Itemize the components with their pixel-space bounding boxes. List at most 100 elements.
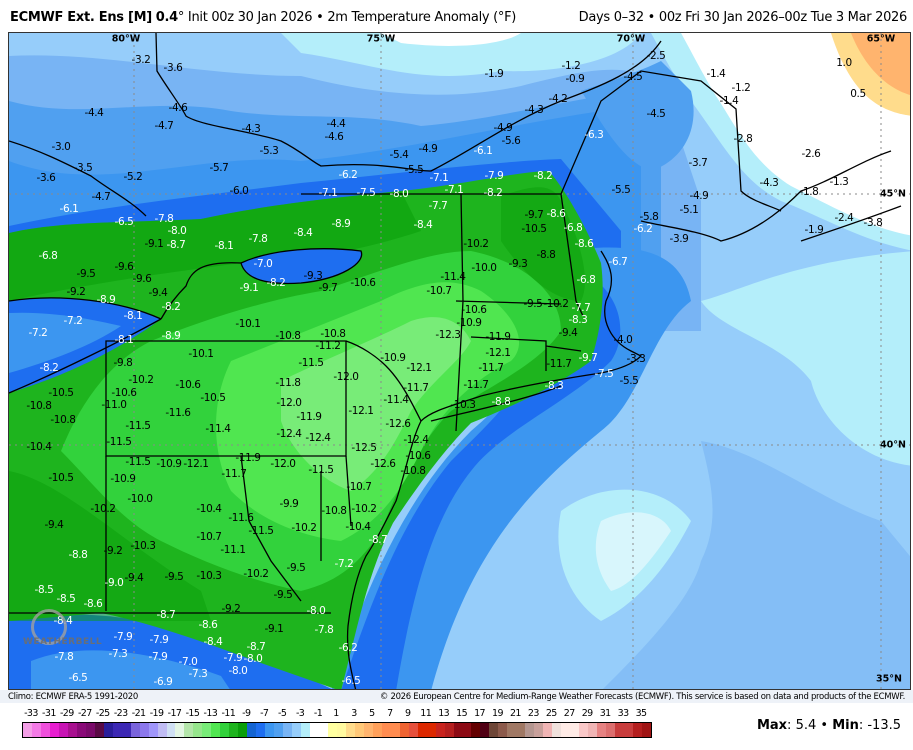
variable-name: 2m Temperature Anomaly (°F) [327, 10, 517, 25]
colorbar-swatch [58, 723, 68, 737]
anomaly-value-label: 0.5 [850, 88, 866, 100]
anomaly-value-label: -1.9 [484, 68, 504, 80]
anomaly-value-label: -3.0 [51, 141, 71, 153]
colorbar-swatch [417, 723, 427, 737]
anomaly-value-label: -8.0 [243, 653, 263, 665]
anomaly-value-label: -10.0 [471, 262, 497, 274]
anomaly-value-label: -7.8 [154, 213, 174, 225]
anomaly-value-label: -7.1 [318, 187, 338, 199]
colorbar-swatch [76, 723, 86, 737]
anomaly-value-label: -8.8 [491, 396, 511, 408]
anomaly-value-label: -12.1 [348, 405, 374, 417]
anomaly-value-label: -5.6 [501, 135, 521, 147]
anomaly-value-label: -8.4 [203, 636, 223, 648]
anomaly-value-label: -8.9 [161, 330, 181, 342]
colorbar-swatch [211, 723, 221, 737]
anomaly-value-label: -10.8 [400, 465, 426, 477]
anomaly-field [9, 33, 910, 689]
colorbar-swatch [229, 723, 239, 737]
colorbar-tick-label: -3 [295, 708, 305, 719]
longitude-label-80w: 80°W [111, 33, 141, 45]
anomaly-value-label: -5.5 [619, 375, 639, 387]
colorbar-swatch [336, 723, 346, 737]
anomaly-value-label: -8.4 [293, 227, 313, 239]
anomaly-value-label: -7.9 [148, 651, 168, 663]
anomaly-value-label: -8.6 [546, 208, 566, 220]
anomaly-value-label: -9.1 [239, 282, 259, 294]
anomaly-value-label: -11.6 [165, 407, 191, 419]
colorbar-tick-label: -5 [278, 708, 287, 719]
latitude-label-40n: 40°N [880, 439, 906, 451]
anomaly-value-label: -11.4 [440, 271, 466, 283]
anomaly-value-label: -8.2 [161, 301, 181, 313]
anomaly-value-label: -11.5 [125, 420, 151, 432]
anomaly-value-label: -8.3 [568, 314, 588, 326]
max-value: 5.4 [795, 718, 817, 733]
colorbar-swatch [426, 723, 436, 737]
anomaly-value-label: -8.6 [83, 598, 103, 610]
anomaly-value-label: -10.2 [90, 503, 116, 515]
anomaly-value-label: -9.7 [318, 282, 338, 294]
anomaly-value-label: 1.0 [836, 57, 852, 69]
colorbar-tick-label: 33 [617, 708, 629, 719]
colorbar-tick-label: 27 [563, 708, 575, 719]
anomaly-value-label: -4.3 [241, 123, 261, 135]
colorbar-swatch [40, 723, 50, 737]
anomaly-value-label: -6.1 [473, 145, 493, 157]
colorbar [22, 722, 652, 738]
anomaly-value-label: -9.4 [558, 327, 578, 339]
colorbar-swatch [327, 723, 337, 737]
anomaly-value-label: -7.0 [178, 656, 198, 668]
colorbar-swatch [516, 723, 526, 737]
anomaly-value-label: -7.2 [334, 558, 354, 570]
colorbar-swatch [354, 723, 364, 737]
colorbar-swatch [166, 723, 176, 737]
anomaly-value-label: -9.8 [113, 357, 133, 369]
logo-swirl-icon [31, 609, 67, 645]
anomaly-value-label: -10.6 [461, 304, 487, 316]
anomaly-value-label: -1.4 [706, 68, 726, 80]
colorbar-tick-label: 29 [581, 708, 593, 719]
anomaly-value-label: -8.5 [56, 593, 76, 605]
anomaly-value-label: -6.7 [608, 256, 628, 268]
anomaly-value-label: -7.3 [108, 648, 128, 660]
colorbar-tick-label: 5 [369, 708, 375, 719]
anomaly-value-label: -12.0 [276, 397, 302, 409]
anomaly-value-label: -11.9 [485, 331, 511, 343]
anomaly-value-label: -6.9 [153, 676, 173, 688]
colorbar-swatch [507, 723, 517, 737]
anomaly-value-label: -10.8 [320, 328, 346, 340]
anomaly-value-label: -12.4 [403, 434, 429, 446]
colorbar-tick-label: 21 [509, 708, 521, 719]
anomaly-value-label: -8.3 [544, 380, 564, 392]
colorbar-tick-label: -33 [24, 708, 38, 719]
anomaly-value-label: -10.2 [128, 374, 154, 386]
colorbar-tick-label: 25 [545, 708, 557, 719]
anomaly-value-label: -8.2 [266, 277, 286, 289]
anomaly-value-label: -7.9 [484, 170, 504, 182]
anomaly-value-label: -4.7 [154, 120, 174, 132]
anomaly-value-label: -11.7 [478, 362, 504, 374]
colorbar-swatch [265, 723, 275, 737]
colorbar-tick-label: 1 [333, 708, 339, 719]
anomaly-value-label: -10.3 [130, 540, 156, 552]
latitude-label-35n: 35°N [876, 673, 902, 685]
anomaly-value-label: -10.4 [196, 503, 222, 515]
colorbar-swatch [498, 723, 508, 737]
anomaly-value-label: -7.5 [594, 368, 614, 380]
colorbar-swatch [390, 723, 400, 737]
anomaly-value-label: -4.6 [168, 102, 188, 114]
min-label: Min [832, 718, 859, 733]
colorbar-swatch [121, 723, 131, 737]
anomaly-value-label: -12.0 [333, 371, 359, 383]
anomaly-value-label: -12.3 [435, 329, 461, 341]
anomaly-value-label: -8.9 [331, 218, 351, 230]
anomaly-value-label: -8.7 [246, 641, 266, 653]
colorbar-tick-label: -9 [242, 708, 251, 719]
anomaly-value-label: -8.4 [413, 219, 433, 231]
colorbar-swatch [444, 723, 454, 737]
anomaly-value-label: -2.6 [801, 148, 821, 160]
anomaly-value-label: -5.8 [639, 211, 659, 223]
colorbar-swatch [471, 723, 481, 737]
anomaly-value-label: -10.8 [50, 414, 76, 426]
